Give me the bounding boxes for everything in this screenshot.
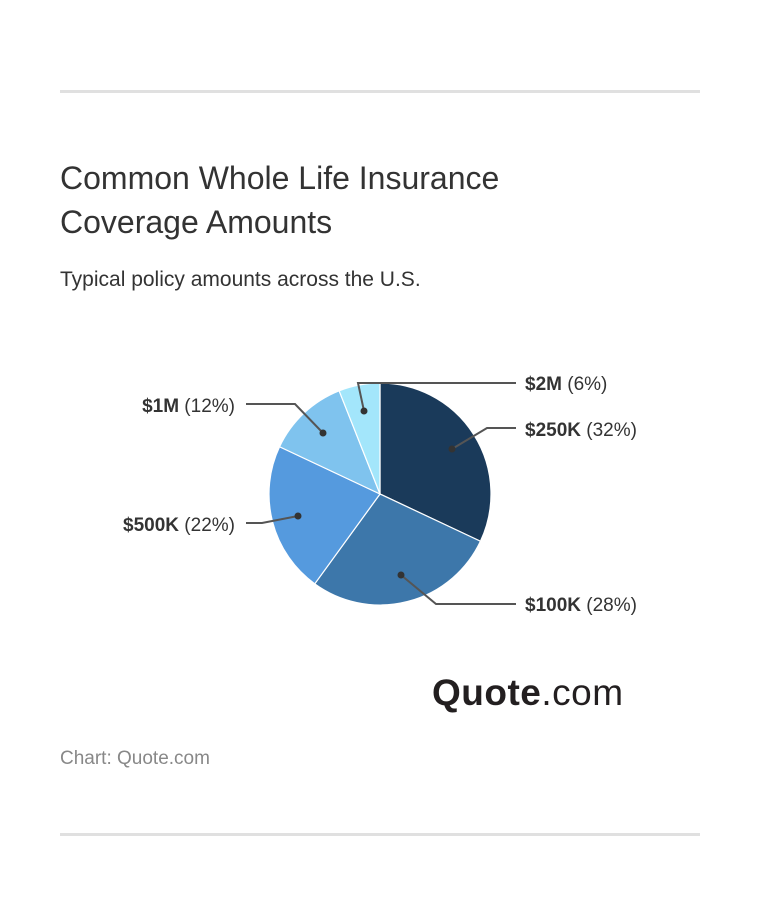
leader-line <box>400 574 516 605</box>
leader-dot <box>319 429 327 437</box>
leader-dot <box>294 512 302 520</box>
slice-label: $2M (6%) <box>525 374 607 395</box>
leader-dot <box>397 571 405 579</box>
leader-line <box>246 403 324 434</box>
chart-subtitle: Typical policy amounts across the U.S. <box>60 268 421 291</box>
bottom-divider <box>60 833 700 836</box>
leader-line <box>451 427 516 450</box>
leader-dot <box>360 407 368 415</box>
leader-line <box>246 515 299 524</box>
pie-slice <box>313 493 482 606</box>
pie-slice <box>379 382 492 543</box>
top-divider <box>60 90 700 93</box>
chart-title: Common Whole Life Insurance Coverage Amo… <box>60 160 500 240</box>
slice-label: $100K (28%) <box>525 595 637 616</box>
leader-dot <box>448 445 456 453</box>
slice-label: $500K (22%) <box>123 515 235 536</box>
leader-line <box>356 382 516 412</box>
slice-label: $1M (12%) <box>142 396 235 417</box>
quote-logo: Quote.com <box>432 672 624 713</box>
slice-label: $250K (32%) <box>525 420 637 441</box>
chart-source: Chart: Quote.com <box>60 748 210 769</box>
